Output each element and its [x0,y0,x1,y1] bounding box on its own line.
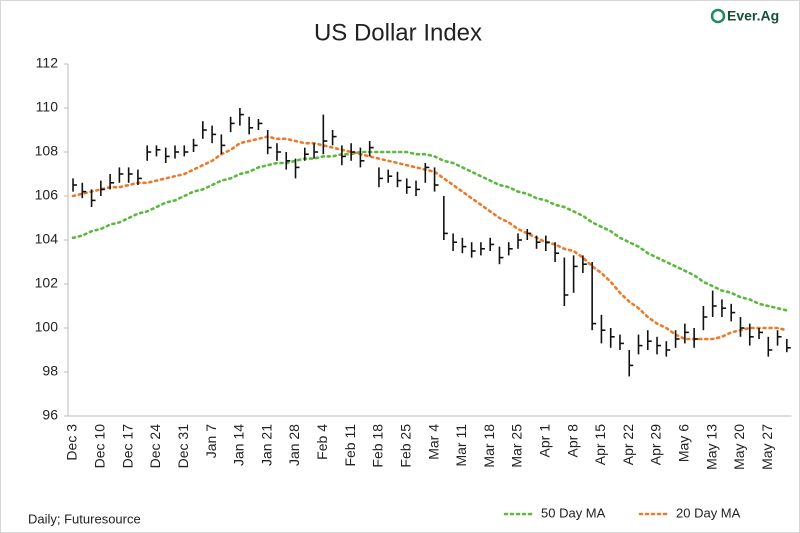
x-tick-label: Jan 28 [286,424,302,466]
x-tick-label: Mar 18 [481,424,497,468]
x-tick-label: Dec 3 [64,424,80,461]
x-tick-label: Mar 11 [453,424,469,467]
x-tick-label: May 13 [703,424,719,470]
x-tick-label: Dec 31 [175,424,191,469]
x-tick-label: Jan 21 [258,424,274,466]
y-tick-label: 110 [36,99,59,115]
x-tick-label: Mar 4 [425,424,441,460]
y-tick-label: 96 [42,407,58,423]
x-tick-label: Feb 25 [397,424,413,468]
x-tick-label: Apr 15 [592,424,608,465]
x-tick-label: Feb 11 [342,424,358,467]
chart-title: US Dollar Index [314,19,482,46]
x-tick-label: Jan 7 [203,424,219,458]
ma-line [71,150,789,312]
x-tick-label: Apr 22 [620,424,636,465]
x-tick-label: Apr 29 [648,424,664,465]
x-tick-label: Apr 1 [537,424,553,458]
x-tick-label: Dec 24 [147,424,163,469]
logo-text: Ever.Ag [727,8,779,24]
x-tick-label: Mar 25 [509,424,525,468]
x-tick-label: May 20 [731,424,747,470]
x-tick-label: Dec 10 [92,424,108,469]
x-tick-label: Jan 14 [231,424,247,466]
y-tick-label: 100 [35,319,59,335]
ma-line [71,135,789,341]
logo-icon [710,8,726,24]
x-tick-label: Feb 18 [370,424,386,468]
x-tick-label: May 27 [759,424,775,470]
logo: Ever.Ag [710,8,779,24]
y-tick-label: 108 [35,143,59,159]
legend-label: 20 Day MA [676,505,741,520]
y-tick-label: 112 [36,55,59,71]
footnote: Daily; Futuresource [28,511,141,526]
x-tick-label: May 6 [676,424,692,462]
x-tick-label: Apr 8 [564,424,580,458]
legend-label: 50 Day MA [541,505,606,520]
y-tick-label: 98 [42,363,58,379]
x-tick-label: Feb 4 [314,424,330,460]
y-tick-label: 102 [35,275,59,291]
x-tick-label: Dec 17 [119,424,135,469]
y-tick-label: 104 [35,231,59,247]
y-tick-label: 106 [35,187,59,203]
